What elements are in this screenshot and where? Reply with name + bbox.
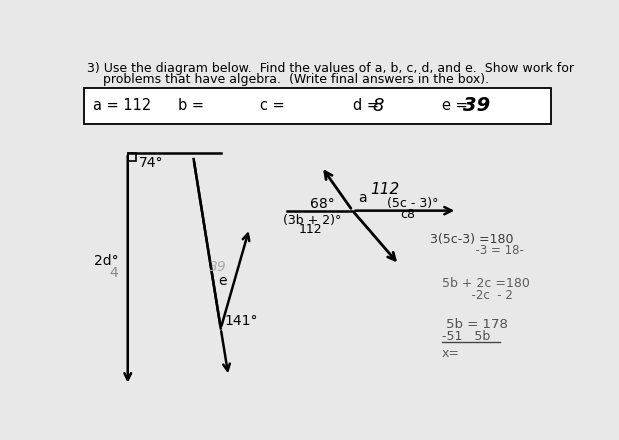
Text: 141°: 141° [225, 314, 258, 328]
Text: 39: 39 [464, 96, 491, 115]
Text: x=: x= [441, 347, 460, 359]
Text: 4: 4 [110, 266, 118, 280]
Text: 5b + 2c =180: 5b + 2c =180 [441, 277, 529, 290]
Text: a = 112: a = 112 [93, 99, 151, 114]
Text: 74°: 74° [139, 156, 164, 170]
Text: a: a [358, 191, 366, 205]
Text: e: e [219, 274, 227, 288]
Text: 39: 39 [209, 260, 227, 274]
Text: 3) Use the diagram below.  Find the values of a, b, c, d, and e.  Show work for: 3) Use the diagram below. Find the value… [87, 62, 574, 75]
Text: (3b + 2)°: (3b + 2)° [283, 214, 341, 227]
Text: 2d°: 2d° [94, 254, 118, 268]
Text: c8: c8 [400, 208, 415, 221]
Text: 3(5c-3) =180: 3(5c-3) =180 [430, 233, 514, 246]
Text: e =: e = [441, 99, 472, 114]
Text: problems that have algebra.  (Write final answers in the box).: problems that have algebra. (Write final… [87, 73, 489, 86]
Text: 68°: 68° [310, 197, 335, 211]
Text: 5b = 178: 5b = 178 [446, 318, 508, 331]
Text: -3 = 18-: -3 = 18- [438, 244, 524, 257]
Text: c =: c = [259, 99, 284, 114]
Text: d =: d = [352, 99, 383, 114]
Text: -51   5b: -51 5b [441, 330, 490, 343]
Text: (5c - 3)°: (5c - 3)° [387, 197, 439, 210]
Bar [84, 88, 551, 124]
Text: -2c  - 2: -2c - 2 [449, 289, 513, 302]
Text: 112: 112 [370, 182, 400, 198]
Text: 112: 112 [298, 224, 322, 236]
Bar [128, 153, 136, 161]
Text: b =: b = [178, 99, 204, 114]
Text: 8: 8 [373, 97, 384, 115]
